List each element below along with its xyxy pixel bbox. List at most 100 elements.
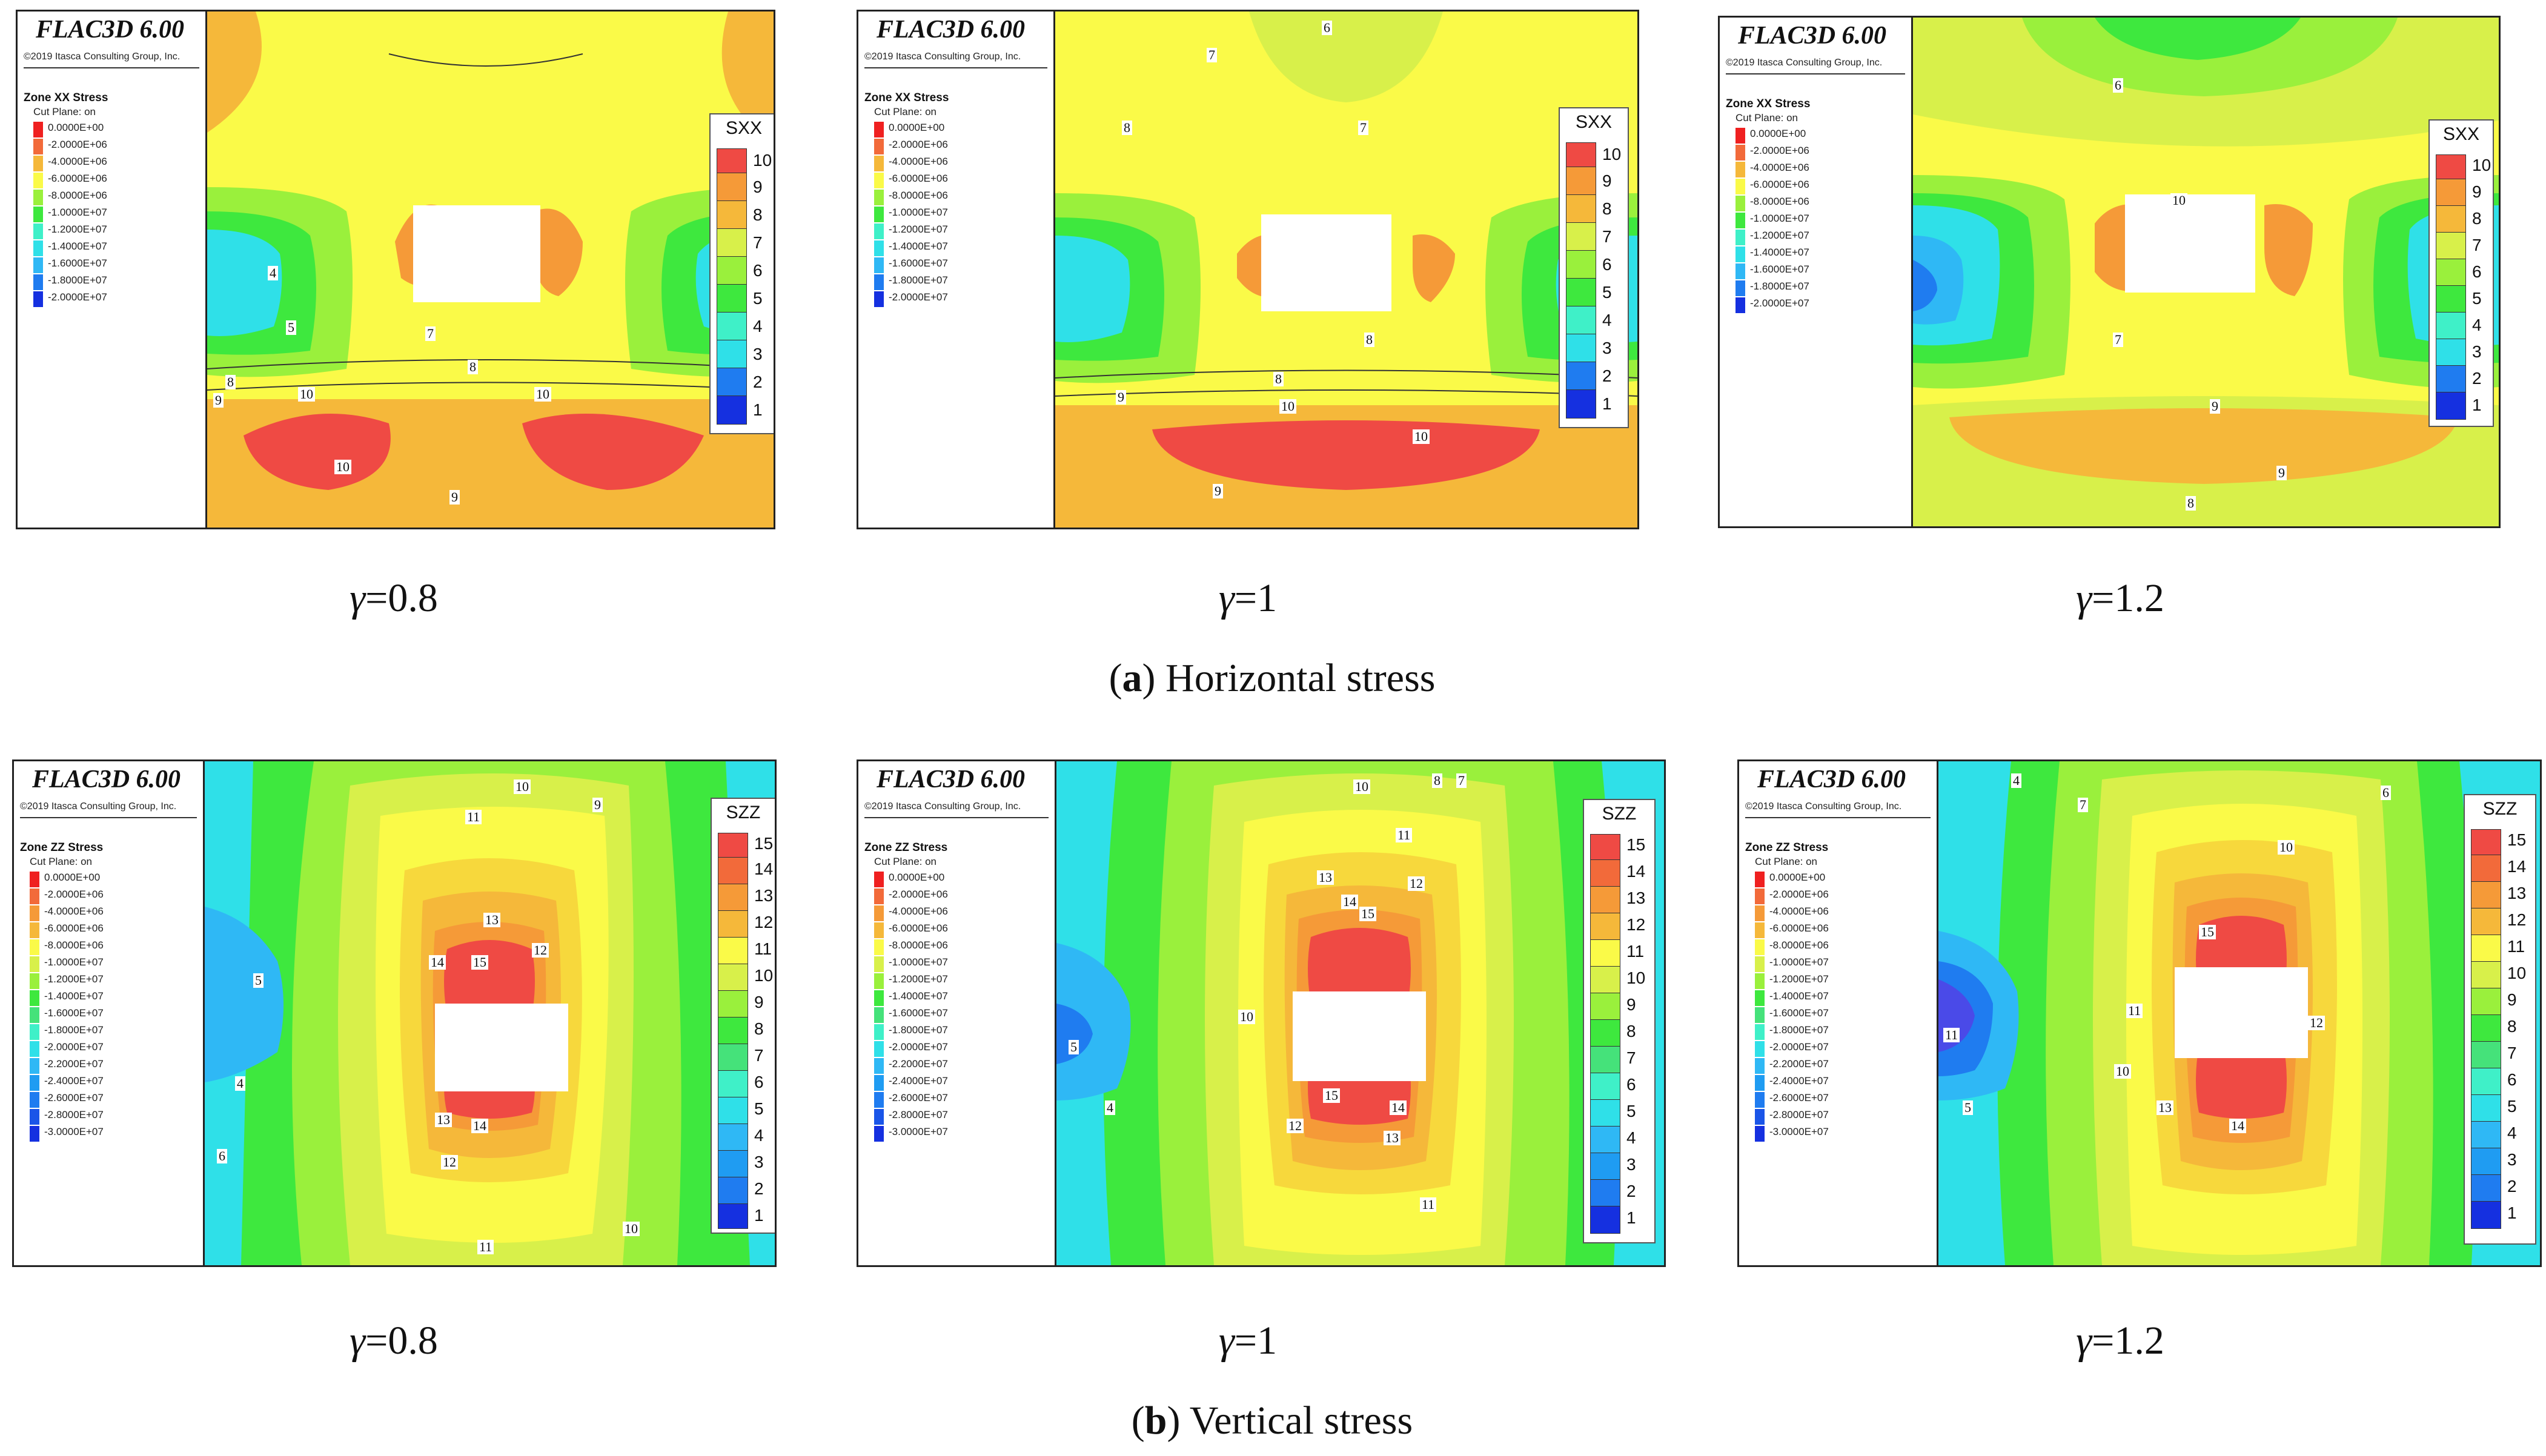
- colorbar-title: SXX: [2442, 124, 2480, 144]
- app-title: FLAC3D 6.00: [877, 766, 1026, 793]
- copyright: ©2019 Itasca Consulting Group, Inc.: [1726, 58, 1883, 68]
- contour-label: 9: [592, 798, 603, 812]
- colorbar: SXX 10 9 8 7 6 5 4 3 2 1: [709, 113, 774, 434]
- contour-label: 5: [1963, 1100, 1973, 1115]
- contour-label: 13: [1384, 1131, 1401, 1145]
- copyright: ©2019 Itasca Consulting Group, Inc.: [24, 51, 181, 62]
- contour-plot: 10 10 10 9 9 8 8 7 5 4: [207, 12, 774, 528]
- contour-label: 10: [623, 1222, 640, 1236]
- contour-label: 12: [1408, 876, 1425, 891]
- cut-plane-status: Cut Plane: on: [874, 106, 937, 117]
- contour-label: 15: [1359, 907, 1376, 921]
- app-title: FLAC3D 6.00: [877, 16, 1026, 44]
- contour-label: 14: [429, 955, 446, 970]
- sxx-panel-gamma-1: FLAC3D 6.00 ©2019 Itasca Consulting Grou…: [857, 10, 1639, 529]
- divider: [1745, 817, 1931, 818]
- colorbar-title: SZZ: [2482, 799, 2518, 819]
- colorbar-title: SZZ: [726, 802, 761, 822]
- zone-title: Zone ZZ Stress: [20, 841, 104, 854]
- contour-label: 10: [2170, 193, 2187, 208]
- colorbar: SZZ 15 14 13 12 11 10 9 8 7 6 5 4 3 2 1: [1583, 799, 1656, 1243]
- contour-label: 8: [1273, 372, 1284, 386]
- contour-label: 7: [1207, 48, 1217, 62]
- colorbar: SXX 10 9 8 7 6 5 4 3 2 1: [1559, 107, 1629, 428]
- zone-title: Zone ZZ Stress: [1745, 841, 1829, 854]
- contour-label: 10: [1279, 399, 1296, 414]
- gamma-caption: γ=1: [1218, 576, 1278, 620]
- contour-plot: 10 10 9 9 8 8 8 7 7 6: [1055, 12, 1637, 528]
- divider: [20, 817, 197, 818]
- copyright: ©2019 Itasca Consulting Group, Inc.: [864, 801, 1021, 812]
- contour-label: 13: [435, 1113, 452, 1127]
- legend-sidebar: FLAC3D 6.00 ©2019 Itasca Consulting Grou…: [858, 761, 1056, 1265]
- contour-label: 15: [1323, 1088, 1340, 1103]
- cut-plane-status: Cut Plane: on: [30, 856, 93, 867]
- szz-panel-gamma-1-2: FLAC3D 6.00 ©2019 Itasca Consulting Grou…: [1737, 759, 2542, 1267]
- szz-panel-gamma-0-8: FLAC3D 6.00 ©2019 Itasca Consulting Grou…: [12, 759, 777, 1267]
- contour-plot: 10 9 9 8 7 6: [1913, 18, 2499, 526]
- contour-label: 6: [2113, 78, 2123, 93]
- app-title: FLAC3D 6.00: [1738, 22, 1887, 50]
- contour-label: 8: [1122, 121, 1132, 135]
- contour-label: 10: [2278, 840, 2295, 855]
- contour-label: 8: [225, 375, 236, 389]
- contour-label: 4: [268, 266, 278, 280]
- sxx-panel-gamma-1-2: FLAC3D 6.00 ©2019 Itasca Consulting Grou…: [1718, 16, 2501, 528]
- divider: [864, 67, 1047, 68]
- contour-label: 13: [1317, 870, 1334, 885]
- contour-label: 13: [2156, 1100, 2173, 1115]
- colorbar-title: SXX: [725, 118, 763, 138]
- section-caption-a: (a) Horizontal stress: [1109, 656, 1436, 700]
- contour-label: 6: [2381, 786, 2391, 800]
- contour-label: 10: [514, 779, 531, 794]
- legend-sidebar: FLAC3D 6.00 ©2019 Itasca Consulting Grou…: [18, 12, 207, 528]
- zone-title: Zone ZZ Stress: [864, 841, 948, 854]
- contour-label: 12: [441, 1155, 458, 1170]
- cut-plane-status: Cut Plane: on: [874, 856, 937, 867]
- contour-label: 15: [471, 955, 488, 970]
- legend-sidebar: FLAC3D 6.00 ©2019 Itasca Consulting Grou…: [14, 761, 205, 1265]
- contour-label: 9: [1116, 390, 1126, 405]
- contour-label: 14: [1341, 895, 1358, 909]
- app-title: FLAC3D 6.00: [1757, 766, 1906, 793]
- contour-label: 4: [1105, 1100, 1115, 1115]
- zone-title: Zone XX Stress: [864, 91, 949, 104]
- colorbar: SZZ 15 14 13 12 11 10 9 8 7 6 5 4 3 2 1: [711, 798, 775, 1234]
- contour-label: 7: [1358, 121, 1368, 135]
- colorbar: SZZ 15 14 13 12 11 10 9 8 7 6 5 4 3 2 1: [2464, 794, 2536, 1245]
- contour-label: 9: [2210, 399, 2220, 414]
- contour-label: 11: [1943, 1028, 1960, 1042]
- app-title: FLAC3D 6.00: [36, 16, 185, 44]
- contour-label: 7: [2113, 333, 2123, 347]
- szz-panel-gamma-1: FLAC3D 6.00 ©2019 Itasca Consulting Grou…: [857, 759, 1666, 1267]
- legend-sidebar: FLAC3D 6.00 ©2019 Itasca Consulting Grou…: [1739, 761, 1938, 1265]
- contour-label: 12: [2308, 1016, 2325, 1030]
- contour-label: 5: [253, 973, 264, 988]
- gamma-caption: γ=1.2: [2076, 576, 2164, 620]
- gamma-caption: γ=1.2: [2076, 1319, 2164, 1363]
- gamma-caption: γ=1: [1218, 1319, 1278, 1363]
- contour-label: 14: [2229, 1119, 2246, 1133]
- contour-label: 10: [2114, 1064, 2131, 1079]
- colorbar-title: SZZ: [1602, 804, 1637, 824]
- contour-label: 10: [298, 387, 315, 402]
- legend-sidebar: FLAC3D 6.00 ©2019 Itasca Consulting Grou…: [1720, 18, 1913, 526]
- colorbar: SXX 10 9 8 7 6 5 4 3 2 1: [2428, 119, 2494, 427]
- contour-label: 10: [1238, 1010, 1255, 1024]
- divider: [24, 67, 199, 68]
- contour-label: 15: [2199, 925, 2216, 939]
- contour-label: 6: [217, 1149, 227, 1163]
- contour-label: 14: [1390, 1100, 1407, 1115]
- contour-label: 4: [235, 1076, 245, 1091]
- contour-label: 8: [1364, 333, 1374, 347]
- divider: [864, 817, 1049, 818]
- cut-plane-status: Cut Plane: on: [33, 106, 96, 117]
- contour-label: 14: [471, 1119, 488, 1133]
- contour-label: 13: [483, 913, 500, 927]
- cut-plane-status: Cut Plane: on: [1755, 856, 1818, 867]
- app-title: FLAC3D 6.00: [32, 766, 181, 793]
- contour-label: 11: [477, 1240, 494, 1254]
- legend-sidebar: FLAC3D 6.00 ©2019 Itasca Consulting Grou…: [858, 12, 1055, 528]
- contour-plot: 15 15 14 14 13 13 12 12 11 11 10 10 8 7 …: [1056, 761, 1664, 1265]
- zone-title: Zone XX Stress: [24, 91, 108, 104]
